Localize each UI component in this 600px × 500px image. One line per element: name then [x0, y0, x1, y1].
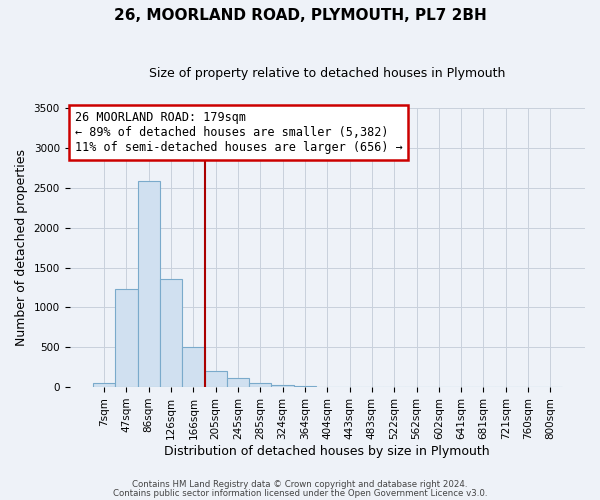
Y-axis label: Number of detached properties: Number of detached properties	[15, 149, 28, 346]
Bar	[115, 289, 137, 387]
Bar	[271, 384, 294, 387]
Bar	[160, 280, 182, 387]
Text: Contains public sector information licensed under the Open Government Licence v3: Contains public sector information licen…	[113, 489, 487, 498]
Bar	[205, 371, 227, 387]
Text: Contains HM Land Registry data © Crown copyright and database right 2024.: Contains HM Land Registry data © Crown c…	[132, 480, 468, 489]
Bar	[182, 347, 205, 387]
Bar	[137, 180, 160, 387]
Bar	[227, 378, 249, 387]
Title: Size of property relative to detached houses in Plymouth: Size of property relative to detached ho…	[149, 68, 505, 80]
Bar	[249, 383, 271, 387]
Text: 26 MOORLAND ROAD: 179sqm
← 89% of detached houses are smaller (5,382)
11% of sem: 26 MOORLAND ROAD: 179sqm ← 89% of detach…	[74, 111, 403, 154]
X-axis label: Distribution of detached houses by size in Plymouth: Distribution of detached houses by size …	[164, 444, 490, 458]
Bar	[93, 383, 115, 387]
Bar	[294, 386, 316, 387]
Text: 26, MOORLAND ROAD, PLYMOUTH, PL7 2BH: 26, MOORLAND ROAD, PLYMOUTH, PL7 2BH	[113, 8, 487, 22]
